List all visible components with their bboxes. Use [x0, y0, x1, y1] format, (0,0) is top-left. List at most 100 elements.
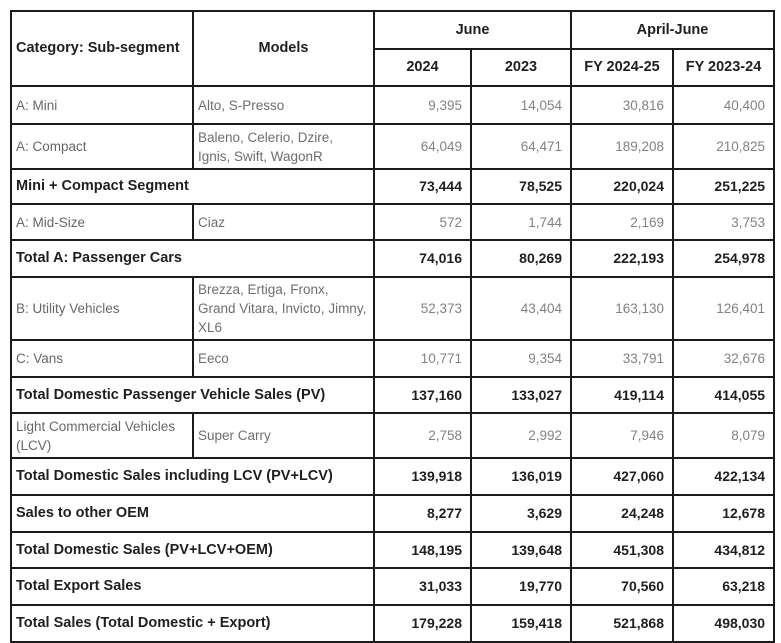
value-cell: 64,471	[470, 123, 572, 170]
category-cell: A: Compact	[10, 123, 194, 170]
total-row: Total A: Passenger Cars 74,016 80,269 22…	[10, 239, 776, 278]
value-cell: 8,277	[373, 494, 472, 533]
models-header-cell: Models	[192, 10, 375, 87]
value-cell: 12,678	[671, 494, 776, 533]
category-cell: B: Utility Vehicles	[10, 276, 194, 341]
models-cell: Brezza, Ertiga, Fronx, Grand Vitara, Inv…	[192, 276, 375, 341]
value-cell: 9,395	[373, 85, 472, 125]
fy-2024-25-header-cell: FY 2024-25	[570, 48, 674, 87]
value-cell: 80,269	[470, 239, 572, 278]
models-cell: Baleno, Celerio, Dzire, Ignis, Swift, Wa…	[192, 123, 375, 170]
value-cell: 222,193	[570, 239, 674, 278]
value-cell: 52,373	[373, 276, 472, 341]
value-cell: 133,027	[470, 376, 572, 414]
category-cell: A: Mid-Size	[10, 203, 194, 241]
total-row: Total Domestic Sales including LCV (PV+L…	[10, 457, 776, 496]
table-row: B: Utility Vehicles Brezza, Ertiga, Fron…	[10, 276, 776, 341]
value-cell: 73,444	[373, 168, 472, 205]
models-cell: Alto, S-Presso	[192, 85, 375, 125]
value-cell: 64,049	[373, 123, 472, 170]
value-cell: 220,024	[570, 168, 674, 205]
category-cell: A: Mini	[10, 85, 194, 125]
models-cell: Ciaz	[192, 203, 375, 241]
june-header-cell: June	[373, 10, 572, 50]
total-label-cell: Total Domestic Sales (PV+LCV+OEM)	[10, 531, 375, 569]
header-row-periods: 2024 2023 FY 2024-25 FY 2023-24	[11, 48, 776, 87]
value-cell: 139,648	[470, 531, 572, 569]
vehicle-sales-table: Category: Sub-segment Models June April-…	[10, 10, 776, 643]
total-row: Total Domestic Sales (PV+LCV+OEM) 148,19…	[10, 531, 776, 569]
value-cell: 414,055	[671, 376, 776, 414]
value-cell: 10,771	[373, 339, 472, 378]
table-row: C: Vans Eeco 10,771 9,354 33,791 32,676	[10, 339, 776, 378]
value-cell: 189,208	[570, 123, 674, 170]
value-cell: 254,978	[671, 239, 776, 278]
total-label-cell: Total Domestic Sales including LCV (PV+L…	[10, 457, 375, 496]
value-cell: 427,060	[570, 457, 674, 496]
value-cell: 159,418	[470, 604, 572, 643]
value-cell: 8,079	[671, 412, 776, 459]
value-cell: 63,218	[671, 567, 776, 606]
value-cell: 139,918	[373, 457, 472, 496]
total-row: Sales to other OEM 8,277 3,629 24,248 12…	[10, 494, 776, 533]
fy-2023-24-header-cell: FY 2023-24	[671, 48, 776, 87]
total-label-cell: Total A: Passenger Cars	[10, 239, 375, 278]
category-header-cell: Category: Sub-segment	[10, 10, 194, 87]
value-cell: 7,946	[570, 412, 674, 459]
value-cell: 163,130	[570, 276, 674, 341]
value-cell: 251,225	[671, 168, 776, 205]
value-cell: 3,629	[470, 494, 572, 533]
value-cell: 3,753	[671, 203, 776, 241]
value-cell: 419,114	[570, 376, 674, 414]
value-cell: 422,134	[671, 457, 776, 496]
total-row: Mini + Compact Segment 73,444 78,525 220…	[10, 168, 776, 205]
value-cell: 24,248	[570, 494, 674, 533]
total-label-cell: Total Domestic Passenger Vehicle Sales (…	[10, 376, 375, 414]
models-cell: Super Carry	[192, 412, 375, 459]
value-cell: 74,016	[373, 239, 472, 278]
value-cell: 31,033	[373, 567, 472, 606]
value-cell: 498,030	[671, 604, 776, 643]
value-cell: 40,400	[671, 85, 776, 125]
models-cell: Eeco	[192, 339, 375, 378]
header-row-groups: Category: Sub-segment Models June April-…	[10, 10, 776, 87]
value-cell: 9,354	[470, 339, 572, 378]
total-row: Total Export Sales 31,033 19,770 70,560 …	[10, 567, 776, 606]
april-june-header-cell: April-June	[569, 10, 776, 50]
value-cell: 33,791	[570, 339, 674, 378]
total-row: Total Sales (Total Domestic + Export) 17…	[10, 604, 776, 643]
value-cell: 19,770	[470, 567, 572, 606]
value-cell: 179,228	[373, 604, 472, 643]
value-cell: 148,195	[373, 531, 472, 569]
year-2024-header-cell: 2024	[373, 48, 472, 87]
value-cell: 2,992	[470, 412, 572, 459]
table-row: Light Commercial Vehicles (LCV) Super Ca…	[10, 412, 776, 459]
total-label-cell: Total Export Sales	[10, 567, 375, 606]
total-label-cell: Mini + Compact Segment	[10, 168, 375, 205]
value-cell: 137,160	[373, 376, 472, 414]
value-cell: 32,676	[671, 339, 776, 378]
value-cell: 521,868	[570, 604, 674, 643]
total-row: Total Domestic Passenger Vehicle Sales (…	[10, 376, 776, 414]
value-cell: 210,825	[671, 123, 776, 170]
value-cell: 70,560	[570, 567, 674, 606]
value-cell: 2,758	[373, 412, 472, 459]
total-label-cell: Sales to other OEM	[10, 494, 375, 533]
value-cell: 126,401	[671, 276, 776, 341]
value-cell: 14,054	[470, 85, 572, 125]
value-cell: 136,019	[470, 457, 572, 496]
table-row: A: Compact Baleno, Celerio, Dzire, Ignis…	[10, 123, 776, 170]
table-row: A: Mini Alto, S-Presso 9,395 14,054 30,8…	[10, 85, 776, 125]
value-cell: 30,816	[570, 85, 674, 125]
value-cell: 434,812	[671, 531, 776, 569]
value-cell: 43,404	[470, 276, 572, 341]
total-label-cell: Total Sales (Total Domestic + Export)	[10, 604, 375, 643]
value-cell: 572	[373, 203, 472, 241]
table-row: A: Mid-Size Ciaz 572 1,744 2,169 3,753	[10, 203, 776, 241]
category-cell: C: Vans	[10, 339, 194, 378]
year-2023-header-cell: 2023	[470, 48, 572, 87]
category-cell: Light Commercial Vehicles (LCV)	[10, 412, 194, 459]
value-cell: 1,744	[470, 203, 572, 241]
value-cell: 2,169	[570, 203, 674, 241]
